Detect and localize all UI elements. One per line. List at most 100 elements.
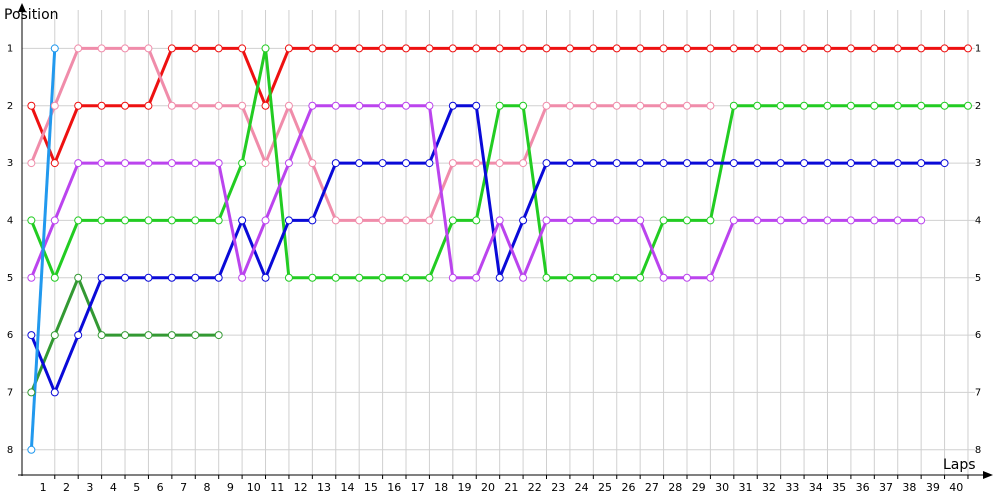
point-marker xyxy=(214,101,223,110)
x-tick-label: 40 xyxy=(949,481,963,494)
point-marker xyxy=(50,273,59,282)
point-marker xyxy=(284,216,293,225)
point-marker xyxy=(706,44,715,53)
point-marker xyxy=(917,159,926,168)
point-marker xyxy=(542,159,551,168)
point-marker xyxy=(870,101,879,110)
point-marker xyxy=(378,216,387,225)
y-tick-label: 6 xyxy=(7,330,13,341)
point-marker xyxy=(893,159,902,168)
x-tick-label: 20 xyxy=(481,481,495,494)
point-marker xyxy=(121,44,130,53)
point-marker xyxy=(472,216,481,225)
x-tick-label: 15 xyxy=(364,481,378,494)
point-marker xyxy=(940,44,949,53)
point-marker xyxy=(636,273,645,282)
point-marker xyxy=(308,101,317,110)
point-marker xyxy=(963,44,972,53)
point-marker xyxy=(542,44,551,53)
point-marker xyxy=(27,101,36,110)
point-marker xyxy=(565,273,574,282)
point-marker xyxy=(355,216,364,225)
point-marker xyxy=(214,331,223,340)
point-marker xyxy=(191,216,200,225)
point-marker xyxy=(706,159,715,168)
point-marker xyxy=(448,44,457,53)
point-marker xyxy=(495,44,504,53)
x-tick-label: 9 xyxy=(227,481,234,494)
point-marker xyxy=(753,159,762,168)
point-marker xyxy=(425,101,434,110)
x-tick-label: 33 xyxy=(785,481,799,494)
point-marker xyxy=(74,101,83,110)
point-marker xyxy=(472,273,481,282)
point-marker xyxy=(74,331,83,340)
point-marker xyxy=(27,273,36,282)
point-marker xyxy=(214,44,223,53)
point-marker xyxy=(448,159,457,168)
y-tick-label-right: 1 xyxy=(975,43,981,54)
point-marker xyxy=(167,273,176,282)
point-marker xyxy=(753,101,762,110)
point-marker xyxy=(402,216,411,225)
x-tick-label: 26 xyxy=(621,481,635,494)
point-marker xyxy=(167,101,176,110)
x-tick-label: 30 xyxy=(715,481,729,494)
point-marker xyxy=(167,331,176,340)
x-tick-label: 28 xyxy=(668,481,682,494)
point-marker xyxy=(823,101,832,110)
y-tick-label-right: 7 xyxy=(975,387,981,398)
y-tick-label-right: 4 xyxy=(975,215,981,226)
point-marker xyxy=(636,44,645,53)
point-marker xyxy=(378,159,387,168)
point-marker xyxy=(214,159,223,168)
point-marker xyxy=(261,159,270,168)
series-line xyxy=(29,46,711,222)
point-marker xyxy=(27,216,36,225)
point-marker xyxy=(121,216,130,225)
x-tick-label: 22 xyxy=(528,481,542,494)
point-marker xyxy=(659,159,668,168)
point-marker xyxy=(729,159,738,168)
y-tick-label: 1 xyxy=(7,43,13,54)
point-marker xyxy=(659,44,668,53)
point-marker xyxy=(331,44,340,53)
y-tick-label: 2 xyxy=(7,101,13,112)
grid: 1 12 23 34 45 56 67 78 81 2 3 4 5 6 7 8 9 10 11 12 13 14 15 16 1… xyxy=(7,10,981,494)
point-marker xyxy=(940,159,949,168)
point-marker xyxy=(917,216,926,225)
point-marker xyxy=(519,216,528,225)
point-marker xyxy=(519,101,528,110)
point-marker xyxy=(963,101,972,110)
point-marker xyxy=(144,44,153,53)
point-marker xyxy=(284,101,293,110)
point-marker xyxy=(97,159,106,168)
point-marker xyxy=(402,44,411,53)
point-marker xyxy=(27,388,36,397)
point-marker xyxy=(261,216,270,225)
point-marker xyxy=(800,44,809,53)
point-marker xyxy=(495,159,504,168)
y-tick-label: 3 xyxy=(7,158,13,169)
point-marker xyxy=(50,44,59,53)
series-line xyxy=(29,104,945,394)
point-marker xyxy=(542,273,551,282)
point-marker xyxy=(425,273,434,282)
point-marker xyxy=(682,159,691,168)
point-marker xyxy=(753,216,762,225)
point-marker xyxy=(284,44,293,53)
x-tick-label: 23 xyxy=(551,481,565,494)
point-marker xyxy=(74,273,83,282)
point-marker xyxy=(472,44,481,53)
point-marker xyxy=(144,216,153,225)
x-tick-label: 37 xyxy=(879,481,893,494)
x-tick-label: 19 xyxy=(458,481,472,494)
point-marker xyxy=(682,101,691,110)
x-tick-label: 5 xyxy=(133,481,140,494)
point-marker xyxy=(589,216,598,225)
point-marker xyxy=(776,101,785,110)
x-tick-label: 16 xyxy=(387,481,401,494)
point-marker xyxy=(706,273,715,282)
x-tick-label: 3 xyxy=(86,481,93,494)
x-tick-label: 6 xyxy=(157,481,164,494)
